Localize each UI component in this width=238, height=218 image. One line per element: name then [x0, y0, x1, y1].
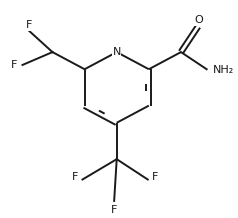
Text: F: F [72, 172, 78, 182]
Text: F: F [11, 60, 17, 70]
Text: NH₂: NH₂ [213, 65, 234, 75]
Text: N: N [113, 47, 121, 57]
Text: O: O [195, 15, 203, 26]
Text: F: F [111, 205, 117, 215]
Text: F: F [26, 20, 32, 30]
Text: F: F [152, 172, 159, 182]
